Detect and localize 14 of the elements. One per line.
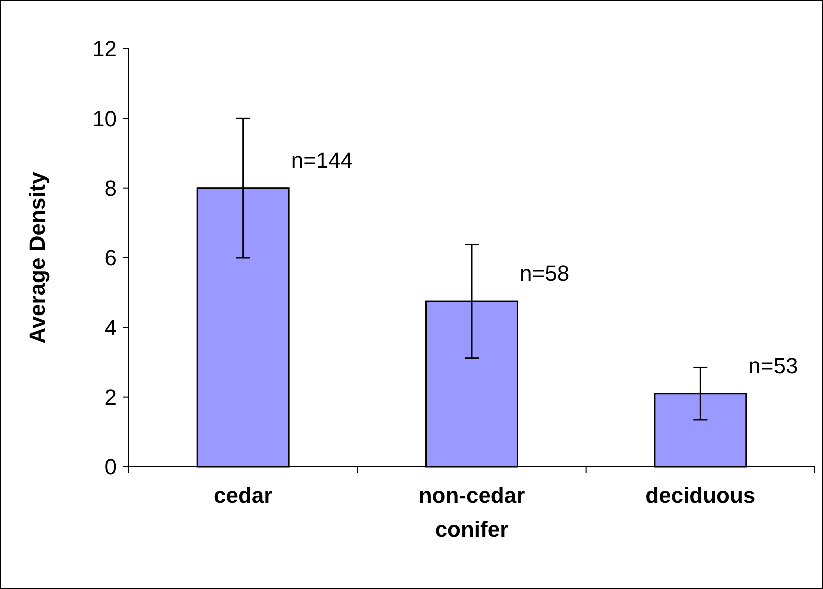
y-tick-label: 4 — [104, 315, 117, 340]
annotation: n=58 — [520, 261, 570, 286]
y-tick-label: 12 — [92, 36, 117, 62]
annotation: n=144 — [291, 148, 354, 174]
y-tick-label: 10 — [92, 106, 117, 132]
x-tick-label: deciduous — [646, 483, 756, 508]
y-tick-label: 0 — [104, 454, 117, 480]
y-axis-title: Average Density — [25, 171, 50, 344]
y-tick-label: 8 — [104, 176, 117, 202]
y-tick-label: 2 — [104, 385, 117, 410]
x-tick-label: cedar — [214, 483, 274, 508]
x-tick-label: non-cedar conifer — [418, 483, 526, 542]
annotation: n=53 — [748, 354, 798, 379]
y-tick-label: 6 — [104, 246, 117, 271]
